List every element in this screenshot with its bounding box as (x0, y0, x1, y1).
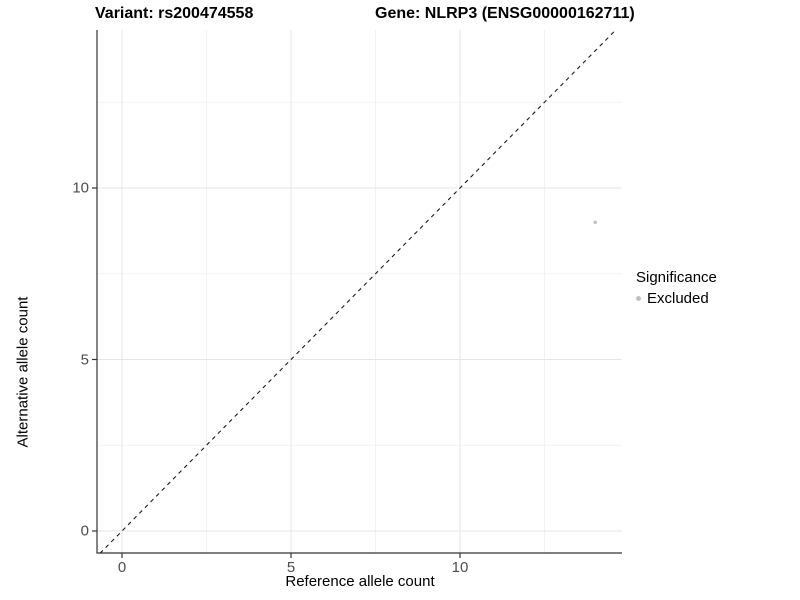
y-axis-label: Alternative allele count (14, 296, 32, 448)
legend-items: Excluded (636, 290, 717, 307)
legend-title: Significance (636, 269, 717, 286)
legend: Significance Excluded (636, 269, 717, 307)
plot-title-gene: Gene: NLRP3 (ENSG00000162711) (375, 5, 635, 22)
y-tick-label: 0 (80, 522, 89, 540)
x-tick-label: 0 (117, 559, 127, 576)
x-tick-label: 5 (286, 559, 296, 576)
y-tick-label: 10 (72, 179, 89, 197)
y-tick-label: 5 (80, 351, 89, 368)
x-axis-label: Reference allele count (285, 573, 435, 590)
identity-reference-line (99, 29, 616, 554)
legend-item: Excluded (636, 290, 717, 307)
legend-item-label: Excluded (647, 290, 709, 307)
legend-point-icon (636, 296, 641, 301)
data-point (593, 220, 597, 225)
x-tick-label: 10 (451, 559, 469, 576)
plot-title-variant: Variant: rs200474558 (95, 5, 254, 22)
